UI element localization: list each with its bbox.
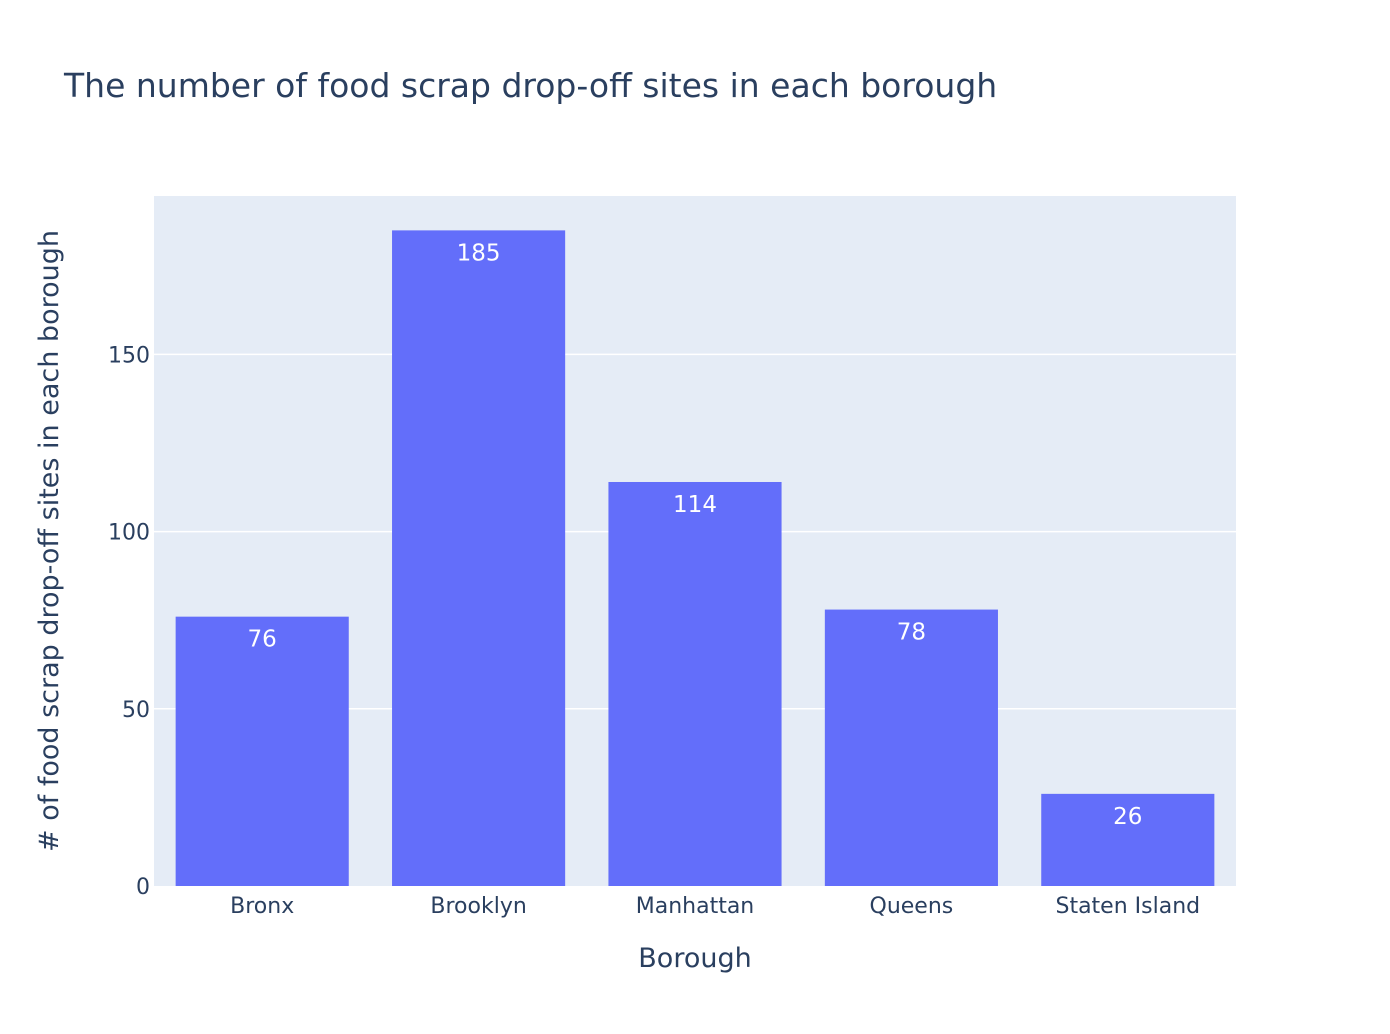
bar-value-label: 185 [457,240,501,266]
x-tick-label: Staten Island [1055,894,1200,919]
bars [175,230,1215,886]
bar-value-label: 26 [1113,804,1142,830]
x-tick-label: Manhattan [636,894,755,919]
x-tick-label: Queens [870,894,954,919]
y-axis-title: # of food scrap drop-off sites in each b… [34,230,65,852]
x-axis-title: Borough [638,943,751,974]
bar-manhattan[interactable] [608,481,782,886]
y-axis-ticks: 0 50 100 150 [108,343,150,900]
bar-value-label: 76 [248,627,277,653]
bar-value-label: 78 [897,620,926,646]
chart-title: The number of food scrap drop-off sites … [63,66,997,105]
bar-staten-island[interactable] [1041,793,1215,886]
data-labels: 76 185 114 78 26 [248,240,1143,829]
bar-brooklyn[interactable] [392,230,566,886]
x-tick-label: Bronx [230,894,294,919]
bar-value-label: 114 [673,492,717,518]
x-tick-label: Brooklyn [430,894,526,919]
bar-bronx[interactable] [175,616,349,886]
y-tick-label: 0 [136,875,150,900]
x-axis-ticks: Bronx Brooklyn Manhattan Queens Staten Islan… [230,894,1200,919]
y-tick-label: 50 [122,698,150,723]
y-tick-label: 150 [108,343,150,368]
y-tick-label: 100 [108,521,150,546]
bar-queens[interactable] [824,609,998,886]
